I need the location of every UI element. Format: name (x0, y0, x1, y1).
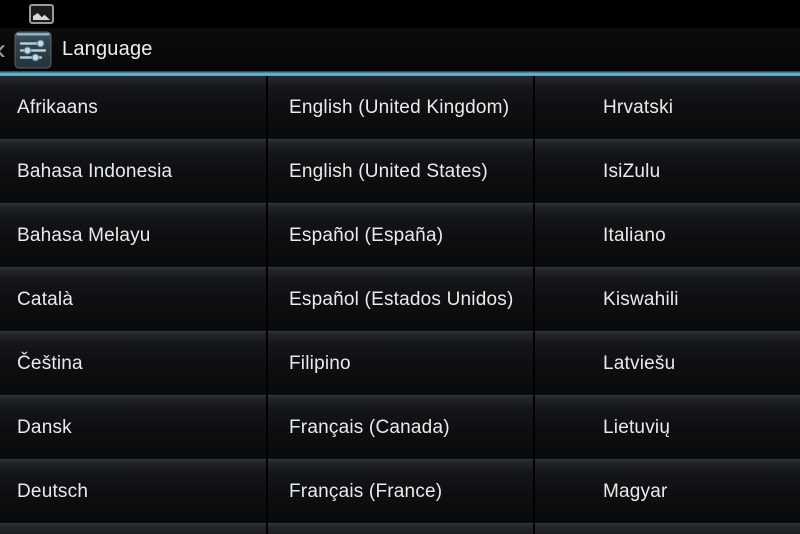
language-item-label: Dansk (17, 416, 72, 438)
language-item-label: English (United States) (289, 160, 488, 182)
language-item[interactable]: Latviešu (535, 332, 800, 396)
language-column-3: Hrvatski IsiZulu Italiano Kiswahili Latviešu… (535, 76, 800, 534)
language-item-label: Català (17, 288, 74, 310)
language-column-2: English (United Kingdom) English (United … (268, 76, 533, 534)
language-item[interactable]: Kiswahili (535, 268, 800, 332)
language-list: Afrikaans Bahasa Indonesia Bahasa Melayu Ca… (0, 76, 800, 534)
language-item[interactable]: Čeština (0, 332, 266, 396)
language-item[interactable]: Hrvatski (535, 76, 800, 140)
partial-next-row (535, 524, 800, 534)
language-item-label: Français (France) (289, 480, 443, 502)
language-item-label: Bahasa Melayu (17, 224, 151, 246)
language-item-label: Español (España) (289, 224, 444, 246)
screenshot-notification-icon (29, 4, 54, 24)
language-item-label: Hrvatski (603, 96, 674, 118)
partial-next-row (0, 524, 266, 534)
language-item-label: English (United Kingdom) (289, 96, 510, 118)
language-item[interactable]: Català (0, 268, 266, 332)
language-item[interactable]: Français (France) (268, 460, 533, 524)
language-item-label: Français (Canada) (289, 416, 450, 438)
partial-next-row (268, 524, 533, 534)
language-item-label: Filipino (289, 352, 351, 374)
language-column-1: Afrikaans Bahasa Indonesia Bahasa Melayu Ca… (0, 76, 266, 534)
language-item[interactable]: Magyar (535, 460, 800, 524)
language-item[interactable]: Dansk (0, 396, 266, 460)
language-item-label: Kiswahili (603, 288, 679, 310)
language-item-label: Čeština (17, 352, 83, 374)
status-bar (0, 0, 800, 28)
language-item-label: Afrikaans (17, 96, 99, 118)
language-item[interactable]: Español (España) (268, 204, 533, 268)
page-title: Language (62, 38, 153, 60)
language-item[interactable]: Bahasa Indonesia (0, 140, 266, 204)
tab-underline (0, 71, 800, 76)
language-item[interactable]: Español (Estados Unidos) (268, 268, 533, 332)
language-item-label: Lietuvių (603, 416, 671, 438)
language-item[interactable]: Français (Canada) (268, 396, 533, 460)
action-bar: ‹ Language (0, 28, 800, 71)
language-item[interactable]: Bahasa Melayu (0, 204, 266, 268)
language-item-label: Magyar (603, 480, 668, 502)
language-item-label: Español (Estados Unidos) (289, 288, 514, 310)
language-item-label: Deutsch (17, 480, 89, 502)
language-item[interactable]: IsiZulu (535, 140, 800, 204)
language-item[interactable]: English (United States) (268, 140, 533, 204)
language-item[interactable]: Lietuvių (535, 396, 800, 460)
settings-sliders-icon[interactable] (14, 31, 52, 69)
language-item[interactable]: Deutsch (0, 460, 266, 524)
language-item-label: Latviešu (603, 352, 676, 374)
language-item[interactable]: Italiano (535, 204, 800, 268)
language-item-label: Italiano (603, 224, 666, 246)
language-item[interactable]: Filipino (268, 332, 533, 396)
language-item-label: IsiZulu (603, 160, 661, 182)
language-item[interactable]: English (United Kingdom) (268, 76, 533, 140)
back-chevron-icon[interactable]: ‹ (0, 31, 12, 69)
language-item[interactable]: Afrikaans (0, 76, 266, 140)
language-item-label: Bahasa Indonesia (17, 160, 173, 182)
